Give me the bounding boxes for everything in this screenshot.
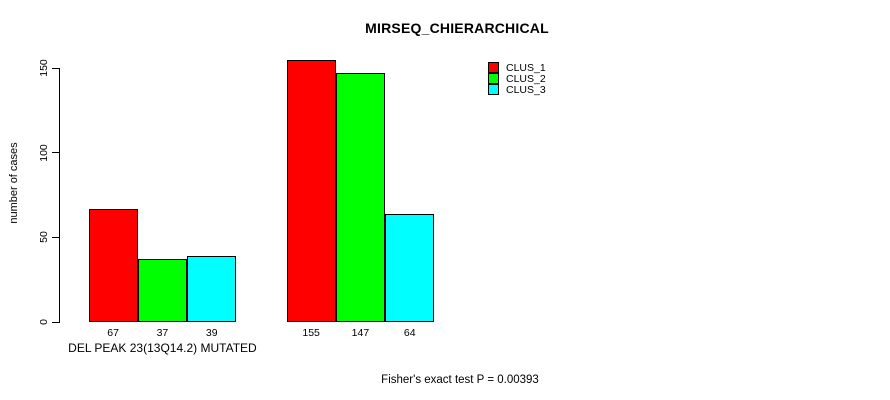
y-tick-mark [52, 67, 59, 69]
fisher-test-annotation: Fisher's exact test P = 0.00393 [381, 374, 539, 386]
bar-clus_2-group2 [335, 73, 386, 322]
y-tick-label: 150 [38, 59, 50, 77]
legend: CLUS_1 CLUS_2 CLUS_3 [488, 61, 546, 96]
bar-clus_3-group2 [385, 213, 435, 322]
y-tick-mark [52, 236, 59, 238]
legend-label-clus-2: CLUS_2 [506, 72, 546, 85]
legend-label-clus-3: CLUS_3 [506, 83, 546, 96]
bar-value-label: 39 [205, 327, 218, 339]
y-tick-mark [52, 321, 59, 323]
y-tick-label: 100 [38, 143, 50, 162]
bar-clus_2-group1 [137, 259, 188, 322]
legend-swatch-red-icon [488, 62, 499, 73]
y-tick-label: 50 [38, 231, 50, 244]
chart-title: MIRSEQ_CHIERARCHICAL [365, 20, 549, 36]
legend-item-clus-3: CLUS_3 [488, 83, 546, 96]
bar-clus_3-group1 [187, 255, 237, 322]
bar-clus_1-group2 [286, 59, 336, 322]
legend-item-clus-1: CLUS_1 [488, 61, 546, 74]
bar-value-label: 147 [351, 327, 370, 339]
bar-clus_1-group1 [88, 208, 138, 322]
bar-value-label: 67 [107, 327, 119, 339]
bar-value-label: 64 [403, 327, 416, 339]
y-tick-label: 0 [38, 319, 50, 325]
y-tick-mark [52, 152, 59, 154]
x-category-label: DEL PEAK 23(13Q14.2) MUTATED [68, 341, 257, 355]
y-axis-label: number of cases [8, 142, 20, 224]
legend-swatch-cyan-icon [488, 84, 499, 95]
y-axis-line [59, 68, 60, 323]
legend-swatch-green-icon [488, 73, 499, 84]
legend-item-clus-2: CLUS_2 [488, 72, 546, 85]
bar-value-label: 37 [156, 327, 169, 339]
legend-label-clus-1: CLUS_1 [506, 61, 546, 74]
bar-value-label: 155 [302, 327, 320, 339]
